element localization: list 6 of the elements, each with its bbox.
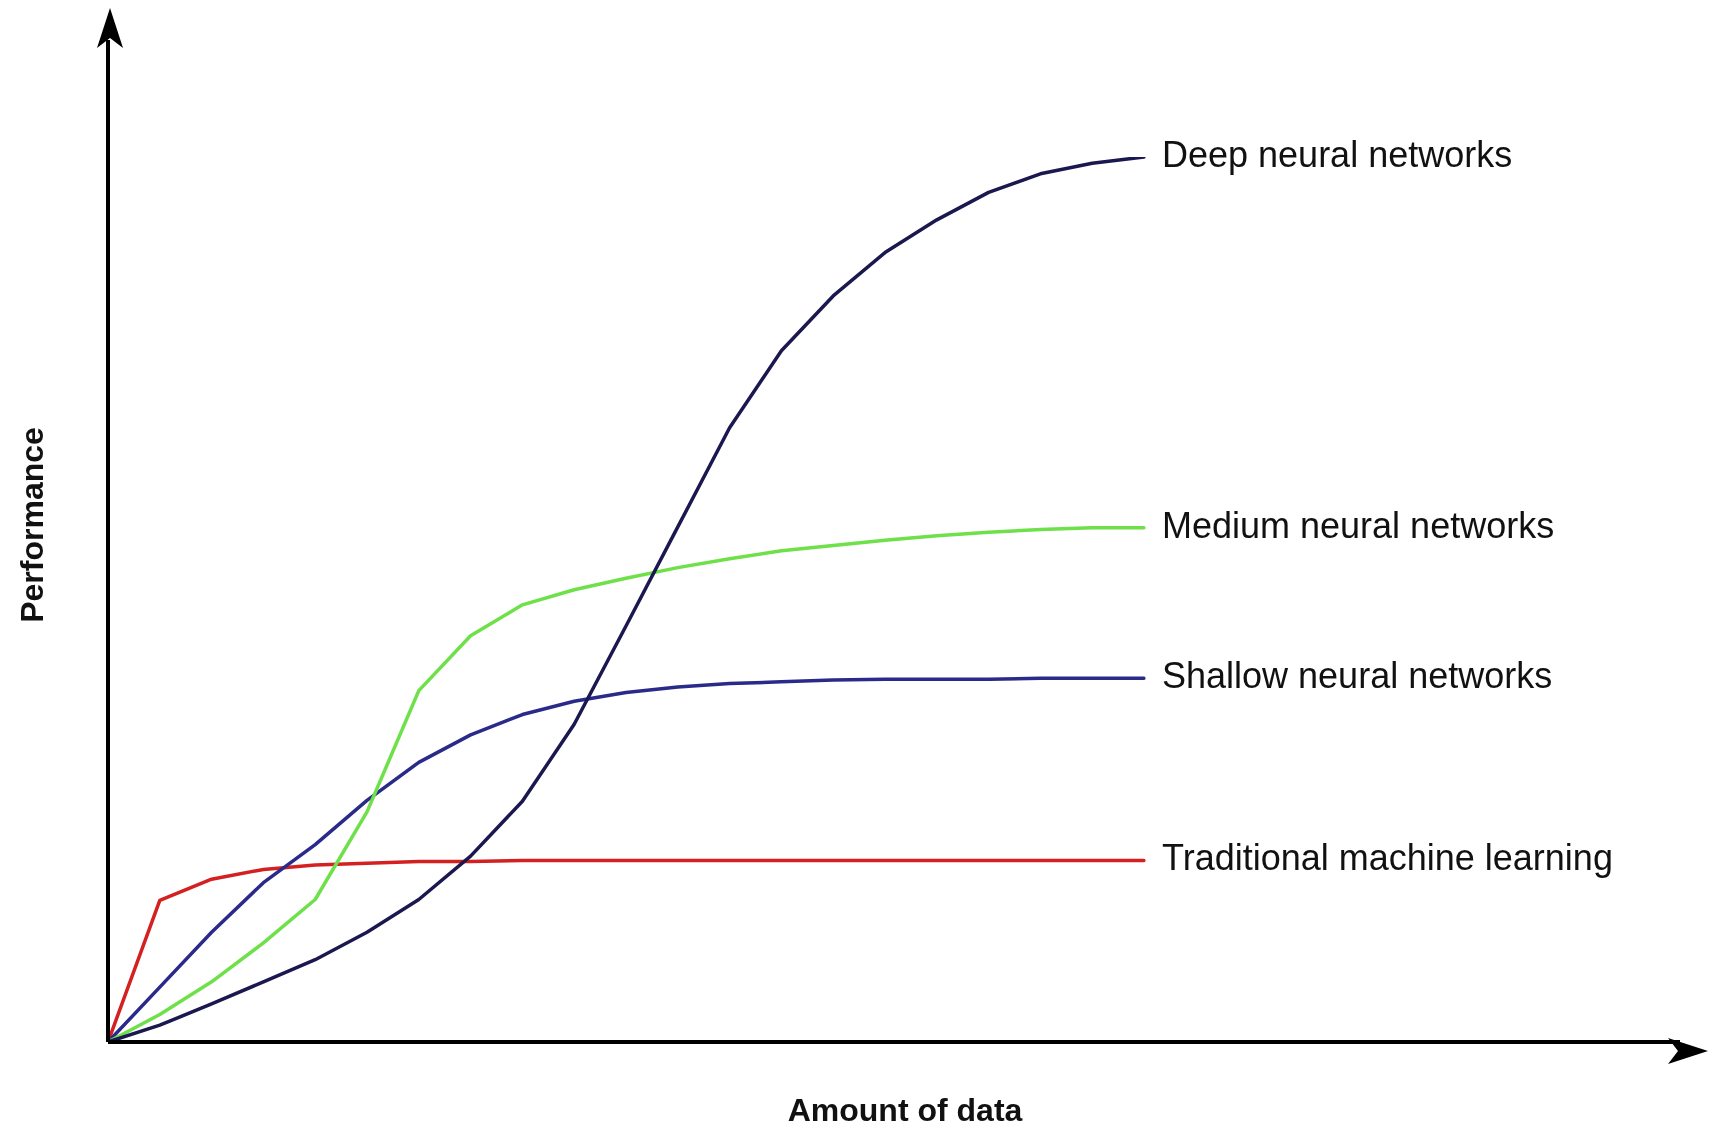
x-axis-title: Amount of data <box>787 1091 1023 1128</box>
series-label: Traditional machine learning <box>1162 837 1613 879</box>
series-label: Deep neural networks <box>1162 133 1513 175</box>
series-label: Medium neural networks <box>1162 504 1555 546</box>
y-axis-title: Performance <box>13 427 50 623</box>
series-label: Shallow neural networks <box>1162 655 1553 697</box>
